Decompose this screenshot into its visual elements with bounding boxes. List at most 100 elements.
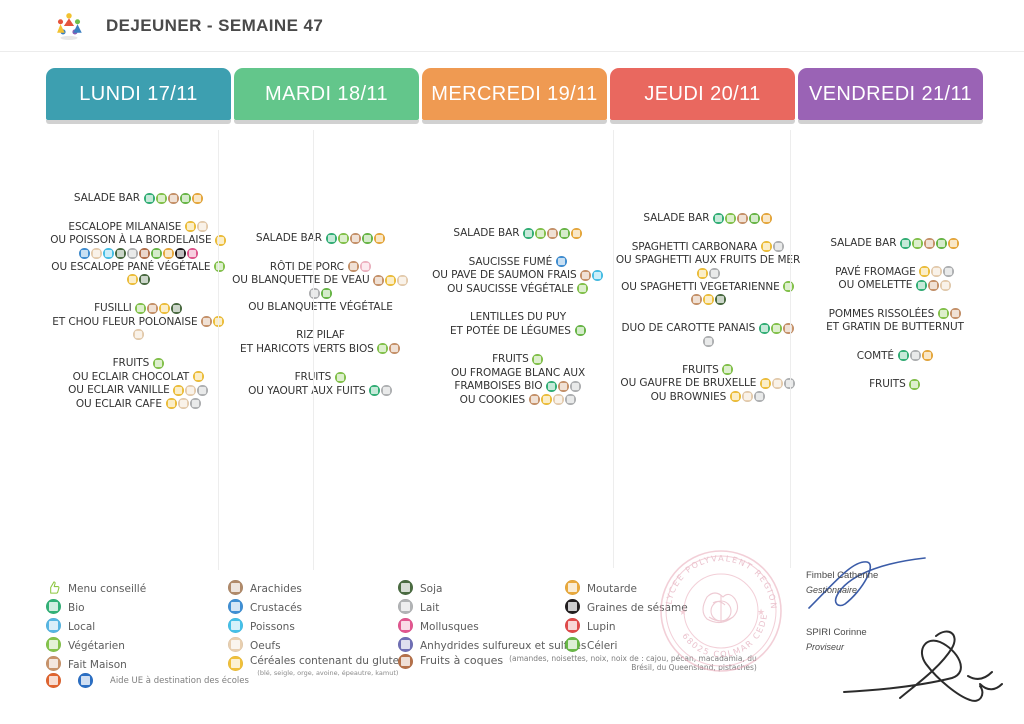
menu-block-spacer xyxy=(228,246,413,261)
allergen-icon-veg xyxy=(770,322,782,334)
menu-block-spacer xyxy=(420,241,616,256)
menu-item: FRUITS xyxy=(46,357,231,371)
arachides-icon xyxy=(228,580,243,595)
menu-item: FRUITS xyxy=(420,353,616,367)
allergen-icon-lait xyxy=(772,241,784,252)
allergen-icon-lait xyxy=(570,380,582,392)
column-divider-4 xyxy=(790,130,791,568)
poissons-icon xyxy=(228,618,243,633)
allergen-icon-celeri xyxy=(321,287,332,299)
menu-item-label: OU ECLAIR VANILLE xyxy=(68,384,173,396)
day-tab-1[interactable]: LUNDI 17/11 xyxy=(46,68,231,120)
menu-item-label: FRUITS xyxy=(492,353,532,365)
page-title: DEJEUNER - SEMAINE 47 xyxy=(106,16,324,35)
legend-label: Soja xyxy=(420,582,443,595)
allergen-icon-bio xyxy=(900,237,912,249)
allergen-icon-celeri xyxy=(179,192,191,204)
menu-item-label: ESCALOPE MILANAISE xyxy=(68,220,185,233)
celeri-icon xyxy=(565,637,580,652)
menu-item: OU POISSON À LA BORDELAISE xyxy=(46,234,231,248)
signer-name-1: SPIRI Corinne xyxy=(806,627,867,638)
allergen-icon-maison xyxy=(547,227,559,239)
allergen-icon-lait xyxy=(702,335,714,347)
allergen-icon-bio xyxy=(369,385,381,396)
page-header: DEJEUNER - SEMAINE 47 xyxy=(0,0,1024,52)
aide-ue-label: Aide UE à destination des écoles xyxy=(110,675,249,686)
menu-item-label: ET GRATIN DE BUTTERNUT xyxy=(826,321,964,333)
menu-item-label: SALADE BAR xyxy=(73,192,144,204)
menu-item: OU FROMAGE BLANC AUX xyxy=(420,367,616,381)
menu-item: RÔTI DE PORC xyxy=(228,261,413,275)
legend-label: Céréales contenant du gluten xyxy=(250,654,406,667)
menu-item xyxy=(46,274,231,287)
menu-block-spacer xyxy=(46,206,231,221)
menu-item: ESCALOPE MILANAISE xyxy=(46,221,231,235)
menu-item xyxy=(46,247,231,261)
allergen-icon-celeri xyxy=(574,325,586,336)
allergen-icon-maison xyxy=(580,269,592,281)
legend-label: Oeufs xyxy=(250,639,281,652)
legend-label: Crustacés xyxy=(250,601,303,614)
allergen-icon-bio xyxy=(523,227,535,239)
menu-item: OU YAOURT AUX FUITS xyxy=(228,385,413,399)
allergen-icon-veg xyxy=(937,308,949,319)
allergen-icon-gluten xyxy=(185,221,197,232)
allergen-icon-celeri xyxy=(559,227,571,239)
school-logo xyxy=(52,9,86,43)
menu-block-spacer xyxy=(610,307,806,322)
allergen-icon-oeuf xyxy=(185,384,197,396)
day-tab-4[interactable]: JEUDI 20/11 xyxy=(610,68,795,120)
allergen-icon-maison xyxy=(949,308,961,319)
allergen-icon-veg xyxy=(152,357,164,369)
menu-item-label: OU ECLAIR CHOCOLAT xyxy=(72,370,193,383)
menu-item: OU COOKIES xyxy=(420,394,616,408)
menu-item: SAUCISSE FUMÉ xyxy=(420,256,616,270)
menu-item-label: ET POTÉE DE LÉGUMES xyxy=(449,324,575,337)
menu-item: OU PAVE DE SAUMON FRAIS xyxy=(420,269,616,283)
day-tab-3[interactable]: MERCREDI 19/11 xyxy=(422,68,607,120)
soja-icon xyxy=(398,580,413,595)
signature-proviseur xyxy=(843,630,1003,702)
menu-block-spacer xyxy=(800,251,990,266)
legend-column-4: Moutarde Graines de sésame Lupin Céleri xyxy=(565,578,688,654)
menu-item-label: OU SPAGHETTI VEGETARIENNE xyxy=(621,280,783,293)
menu-item-label: OU COOKIES xyxy=(459,393,529,406)
menu-item: SPAGHETTI CARBONARA xyxy=(610,241,806,255)
day-tab-label: JEUDI 20/11 xyxy=(644,82,761,105)
menu-item-label: SALADE BAR xyxy=(453,227,523,239)
allergen-icon-bio xyxy=(325,232,337,244)
menu-item-label: ET CHOU FLEUR POLONAISE xyxy=(52,315,201,328)
menu-item: ET GRATIN DE BUTTERNUT xyxy=(800,321,990,335)
allergen-icon-bio xyxy=(713,212,725,224)
day-tab-5[interactable]: VENDREDI 21/11 xyxy=(798,68,983,120)
allergen-icon-moutarde xyxy=(191,192,203,204)
allergen-icon-lait xyxy=(309,287,320,299)
day-tab-2[interactable]: MARDI 18/11 xyxy=(234,68,419,120)
menu-item: OU BLANQUETTE DE VEAU xyxy=(228,274,413,288)
allergen-icon-soja xyxy=(139,274,150,285)
legend-column-2: Arachides Crustacés Poissons Oeufs Céréales … xyxy=(228,578,406,677)
legend-label: Poissons xyxy=(250,620,295,633)
allergen-icon-veg xyxy=(377,343,389,354)
allergen-icon-lait xyxy=(197,384,209,396)
day-tab-shadow xyxy=(610,120,795,124)
menu-block-spacer xyxy=(46,287,231,302)
legend-row: Bio xyxy=(46,597,146,616)
menu-block-spacer xyxy=(610,349,806,364)
signature-block: Fimbel Catherine Gestionnaire SPIRI Cori… xyxy=(806,570,1016,690)
menu-item: OU ESCALOPE PANÉ VÉGÉTALE xyxy=(46,261,231,275)
allergen-icon-veg xyxy=(725,212,737,224)
legend-row: Arachides xyxy=(228,578,406,597)
menu-item: LENTILLES DU PUY xyxy=(420,311,616,325)
allergen-icon-mollusque xyxy=(187,247,198,259)
menu-block-spacer xyxy=(228,356,413,371)
menu-item xyxy=(228,287,413,301)
moutarde-icon xyxy=(565,580,580,595)
menu-item-label: OU ECLAIR CAFE xyxy=(75,397,166,410)
menu-item: FRUITS xyxy=(800,378,990,392)
allergen-icon-soja xyxy=(714,294,726,305)
menu-block-spacer xyxy=(800,293,990,308)
allergen-icon-gluten xyxy=(760,241,772,252)
allergen-icon-maison xyxy=(373,274,385,286)
legend-row: Anhydrides sulfureux et sulfites xyxy=(398,635,757,654)
